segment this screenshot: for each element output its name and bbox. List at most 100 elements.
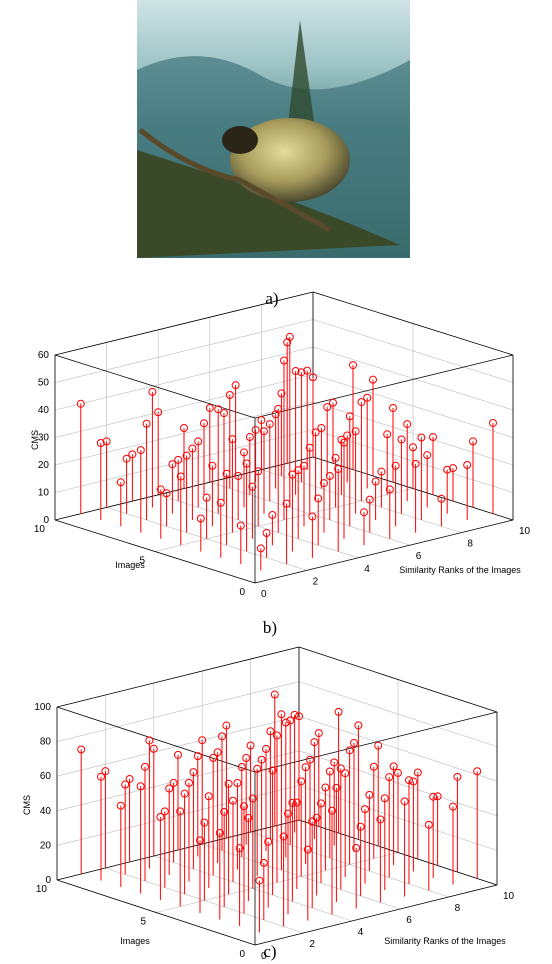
stem-marker — [343, 431, 352, 440]
stem-marker — [328, 806, 336, 815]
stem-marker — [453, 772, 462, 781]
stem-marker — [288, 470, 297, 479]
stem-marker — [268, 766, 277, 775]
caption: a) — [265, 289, 278, 308]
z-tick-label: 20 — [40, 840, 52, 851]
stem-marker — [350, 739, 358, 748]
z-tick-label: 80 — [40, 737, 52, 748]
stem-marker — [356, 822, 365, 831]
stem-marker — [196, 514, 205, 523]
stem-marker — [220, 807, 229, 816]
stem-marker — [240, 802, 248, 811]
stem-marker — [202, 493, 211, 502]
z-axis-label: CMS — [30, 430, 40, 450]
stem-marker — [254, 467, 263, 476]
stem-marker — [244, 813, 253, 822]
stem-marker — [198, 736, 207, 745]
stem-marker — [385, 485, 394, 494]
z-tick-label: 20 — [38, 460, 50, 471]
stem-marker — [128, 450, 137, 459]
stem-marker — [320, 479, 328, 488]
stem-marker — [102, 437, 111, 446]
stem-marker — [284, 809, 292, 818]
grid-line — [312, 319, 514, 383]
stem-marker — [77, 745, 86, 754]
stem-marker — [214, 405, 223, 414]
stem-marker — [242, 754, 251, 762]
stem-marker — [380, 794, 389, 803]
stem-marker — [136, 446, 145, 455]
stem-marker — [231, 381, 240, 390]
box-edge — [54, 291, 314, 356]
stem-marker — [349, 361, 357, 370]
stem-marker — [363, 393, 372, 402]
stem-marker — [292, 798, 301, 807]
stem-marker — [409, 777, 418, 786]
stem-marker — [125, 774, 134, 783]
stem-marker — [309, 373, 317, 382]
stem-marker — [290, 710, 299, 719]
box-edge — [54, 354, 256, 419]
stem-marker — [165, 784, 174, 793]
stem-marker — [325, 472, 334, 480]
stem-marker — [394, 768, 402, 777]
z-tick-label: 40 — [40, 806, 52, 817]
stem-marker — [148, 387, 157, 396]
stem-marker — [334, 465, 343, 473]
stem-marker — [345, 746, 354, 755]
stem-marker — [429, 792, 438, 801]
stem-marker — [295, 712, 303, 721]
x-tick-label: 10 — [503, 891, 515, 902]
stem-marker — [383, 430, 392, 439]
grid-line — [298, 715, 498, 782]
stem-marker — [357, 398, 366, 407]
stem-marker — [136, 782, 145, 791]
box-edge — [254, 884, 498, 946]
stem-marker — [377, 467, 386, 476]
x-tick-label: 10 — [519, 526, 531, 537]
stem-marker — [218, 732, 226, 741]
x-tick-label: 6 — [416, 551, 422, 562]
stem-marker — [268, 510, 277, 519]
stem-marker — [248, 482, 257, 491]
z-axis-label: CMS — [22, 795, 32, 815]
stem-marker — [369, 762, 378, 771]
stem-marker — [215, 829, 224, 837]
stem-marker — [301, 763, 310, 772]
stem-marker — [228, 435, 237, 444]
box-edge — [56, 879, 256, 946]
stem-marker — [270, 690, 279, 699]
stem-marker — [334, 707, 343, 716]
stem-marker — [311, 428, 320, 437]
stem-marker — [391, 461, 400, 470]
grid-line — [56, 715, 300, 777]
stem-marker — [224, 779, 233, 788]
stem-marker — [174, 455, 183, 464]
stem-marker — [264, 837, 273, 846]
stem-marker — [188, 444, 197, 453]
grid-line — [312, 374, 514, 438]
z-tick-label: 50 — [38, 378, 50, 389]
stem-marker — [409, 443, 417, 452]
stem-marker — [209, 753, 218, 762]
stem-marker — [397, 435, 406, 444]
stem-marker — [266, 727, 275, 736]
stem-marker — [330, 758, 339, 767]
stem-marker — [337, 435, 346, 444]
stem-marker — [389, 762, 398, 771]
x-tick-label: 6 — [406, 915, 412, 926]
grid-line — [56, 681, 300, 742]
stem-marker — [145, 736, 154, 745]
stem-marker — [340, 438, 348, 447]
stem-marker — [291, 367, 300, 376]
stem-marker — [246, 741, 255, 750]
stem-marker — [168, 460, 177, 469]
stem-marker — [443, 465, 452, 474]
z-tick-label: 100 — [34, 702, 51, 713]
stem-marker — [193, 752, 202, 761]
box-edge — [54, 519, 256, 584]
stem-marker — [303, 845, 312, 854]
stem-marker — [321, 783, 330, 792]
stem-marker — [352, 843, 361, 852]
stem-marker — [277, 710, 286, 719]
